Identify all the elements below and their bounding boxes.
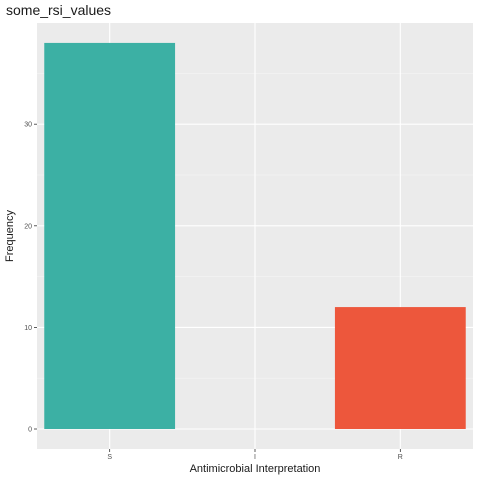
x-tick-label: S	[107, 454, 112, 461]
y-tick-label: 0	[28, 427, 32, 434]
x-tick-label: R	[398, 454, 403, 461]
bar-S	[44, 42, 176, 430]
y-tick-label: 10	[24, 325, 32, 332]
y-tick-label: 30	[24, 122, 32, 129]
x-tick-label: I	[254, 454, 256, 461]
x-axis-title: Antimicrobial Interpretation	[190, 463, 321, 475]
chart-title: some_rsi_values	[6, 2, 111, 18]
y-tick-label: 20	[24, 223, 32, 230]
y-axis-title: Frequency	[4, 210, 16, 262]
bar-R	[334, 307, 466, 429]
y-axis: 0 10 20 30	[24, 122, 37, 434]
bars	[44, 42, 466, 430]
